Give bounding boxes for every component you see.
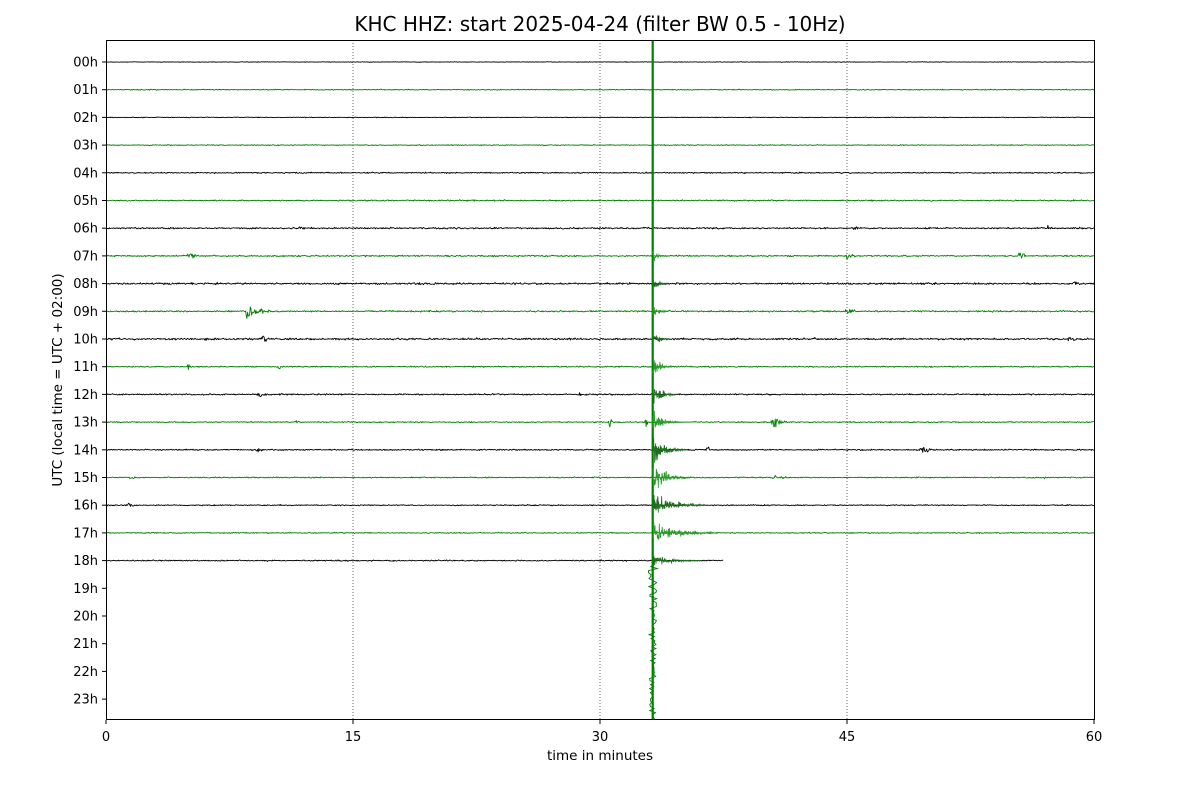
trace-row-16h — [105, 502, 1095, 507]
x-tick-label: 30 — [592, 730, 609, 745]
x-tick-label: 45 — [839, 730, 856, 745]
y-tick-label: 17h — [73, 526, 98, 541]
trace-row-05h — [105, 199, 1095, 202]
y-tick-label: 12h — [73, 388, 98, 403]
plot-area-frame — [106, 40, 1095, 720]
trace-row-06h — [105, 224, 1095, 230]
y-tick-label: 09h — [73, 305, 98, 320]
trace-row-14h — [105, 446, 1095, 453]
trace-row-15h — [105, 474, 1095, 480]
earthquake-signal — [647, 40, 719, 719]
earthquake-signal-row-13h — [652, 410, 680, 428]
y-tick-label: 14h — [73, 443, 98, 458]
y-tick-label: 11h — [73, 360, 98, 375]
y-tick-label: 01h — [73, 83, 98, 98]
earthquake-tail — [647, 560, 659, 719]
x-axis-ticks: 0 15 30 45 60 — [102, 720, 1102, 745]
y-tick-label: 19h — [73, 582, 98, 597]
trace-row-07h — [105, 252, 1095, 260]
chart-title: KHC HHZ: start 2025-04-24 (filter BW 0.5… — [354, 12, 845, 36]
trace-row-18h — [105, 559, 724, 562]
y-tick-label: 21h — [73, 637, 98, 652]
earthquake-signal-row-12h — [652, 388, 676, 404]
y-tick-label: 13h — [73, 416, 98, 431]
y-tick-label: 20h — [73, 610, 98, 625]
earthquake-signal-row-10h — [652, 334, 670, 343]
y-tick-label: 22h — [73, 665, 98, 680]
y-tick-label: 04h — [73, 166, 98, 181]
trace-row-11h — [105, 364, 1095, 371]
earthquake-signal-row-18h — [652, 555, 702, 565]
y-tick-label: 10h — [73, 333, 98, 348]
y-tick-label: 15h — [73, 471, 98, 486]
earthquake-signal-row-15h — [652, 467, 693, 488]
earthquake-signal-row-08h — [652, 279, 669, 288]
y-tick-label: 06h — [73, 222, 98, 237]
earthquake-signal-row-14h — [652, 437, 686, 463]
y-tick-label: 16h — [73, 499, 98, 514]
trace-row-10h — [105, 335, 1095, 342]
y-tick-label: 23h — [73, 693, 98, 708]
trace-row-12h — [105, 392, 1095, 398]
trace-row-03h — [105, 144, 1095, 147]
x-gridlines — [352, 40, 848, 719]
x-tick-label: 60 — [1086, 730, 1103, 745]
earthquake-signal-row-11h — [652, 360, 673, 376]
earthquake-signal-row-09h — [652, 305, 669, 315]
x-tick-label: 0 — [102, 730, 110, 745]
trace-row-04h — [105, 171, 1095, 175]
x-tick-label: 15 — [345, 730, 362, 745]
earthquake-signal-row-17h — [652, 521, 719, 540]
trace-row-01h — [105, 88, 1095, 91]
y-tick-label: 08h — [73, 277, 98, 292]
trace-row-00h — [105, 61, 1095, 63]
y-tick-label: 03h — [73, 139, 98, 154]
trace-row-02h — [105, 116, 1095, 119]
trace-row-09h — [105, 306, 1095, 319]
trace-row-13h — [105, 418, 1095, 428]
y-tick-label: 18h — [73, 554, 98, 569]
y-tick-label: 05h — [73, 194, 98, 209]
y-tick-label: 02h — [73, 111, 98, 126]
y-axis-label: UTC (local time = UTC + 02:00) — [50, 273, 66, 486]
y-tick-label: 07h — [73, 249, 98, 264]
earthquake-signal-row-07h — [652, 250, 669, 262]
x-axis-label: time in minutes — [547, 748, 653, 764]
earthquake-signal-row-16h — [652, 494, 706, 513]
trace-rows — [105, 61, 1095, 562]
y-tick-label: 00h — [73, 56, 98, 71]
trace-row-08h — [105, 281, 1095, 286]
y-axis-ticks: 00h 01h 02h 03h 04h 05h 06h 07h 08h 09h 10h 11h 12h 1… — [73, 56, 106, 708]
trace-row-17h — [105, 531, 1095, 535]
